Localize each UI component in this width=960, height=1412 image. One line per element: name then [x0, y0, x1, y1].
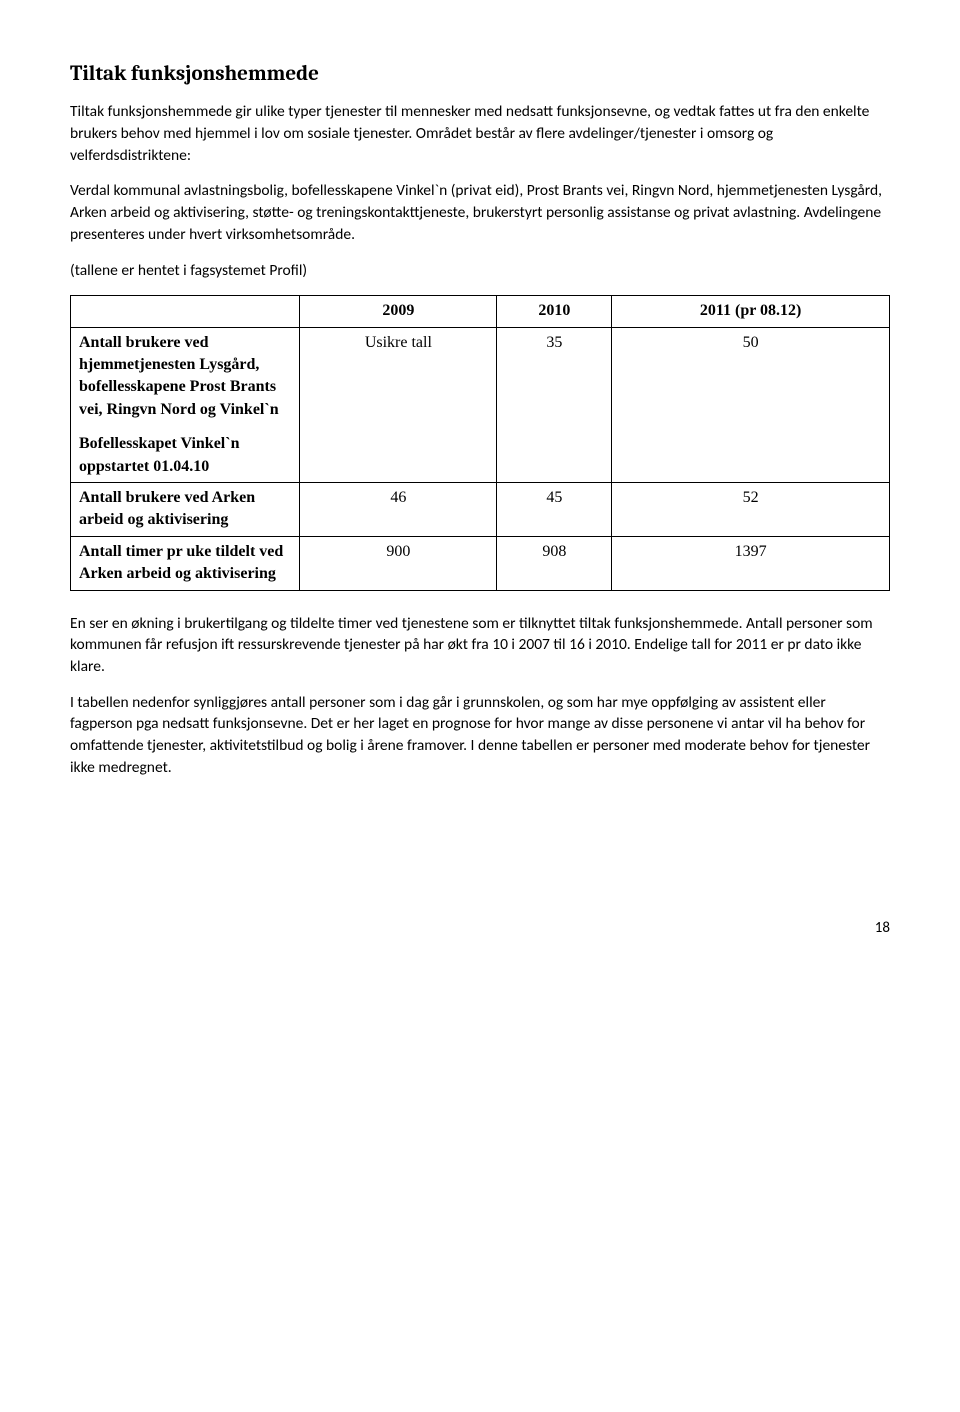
table-header-2010: 2010 [497, 296, 612, 327]
table-cell: 52 [612, 482, 890, 536]
table-row-label-main: Antall brukere ved hjemmetjenesten Lysgå… [79, 332, 291, 422]
table-cell: 900 [300, 536, 497, 590]
page-number: 18 [70, 918, 890, 939]
table-cell: 50 [612, 327, 890, 482]
table-cell: 46 [300, 482, 497, 536]
table-row: Antall brukere ved Arken arbeid og aktiv… [71, 482, 890, 536]
table-row: Antall brukere ved hjemmetjenesten Lysgå… [71, 327, 890, 482]
section-title: Tiltak funksjonshemmede [70, 60, 890, 89]
table-row-label-sub: Bofellesskapet Vinkel`n oppstartet 01.04… [79, 433, 291, 478]
table-cell: 1397 [612, 536, 890, 590]
table-row: Antall timer pr uke tildelt ved Arken ar… [71, 536, 890, 590]
data-table: 2009 2010 2011 (pr 08.12) Antall brukere… [70, 295, 890, 590]
paragraph-area-desc: Verdal kommunal avlastningsbolig, bofell… [70, 180, 890, 245]
table-header-row: 2009 2010 2011 (pr 08.12) [71, 296, 890, 327]
table-row-label: Antall brukere ved Arken arbeid og aktiv… [71, 482, 300, 536]
table-header-2011: 2011 (pr 08.12) [612, 296, 890, 327]
paragraph-increase: En ser en økning i brukertilgang og tild… [70, 613, 890, 678]
table-header-2009: 2009 [300, 296, 497, 327]
paragraph-prognosis: I tabellen nedenfor synliggjøres antall … [70, 692, 890, 779]
table-cell: 45 [497, 482, 612, 536]
table-cell: Usikre tall [300, 327, 497, 482]
paragraph-intro: Tiltak funksjonshemmede gir ulike typer … [70, 101, 890, 166]
spacer [79, 421, 291, 433]
table-header-empty [71, 296, 300, 327]
paragraph-source-note: (tallene er hentet i fagsystemet Profil) [70, 260, 890, 282]
table-row-label: Antall brukere ved hjemmetjenesten Lysgå… [71, 327, 300, 482]
table-cell: 35 [497, 327, 612, 482]
table-cell: 908 [497, 536, 612, 590]
table-row-label: Antall timer pr uke tildelt ved Arken ar… [71, 536, 300, 590]
